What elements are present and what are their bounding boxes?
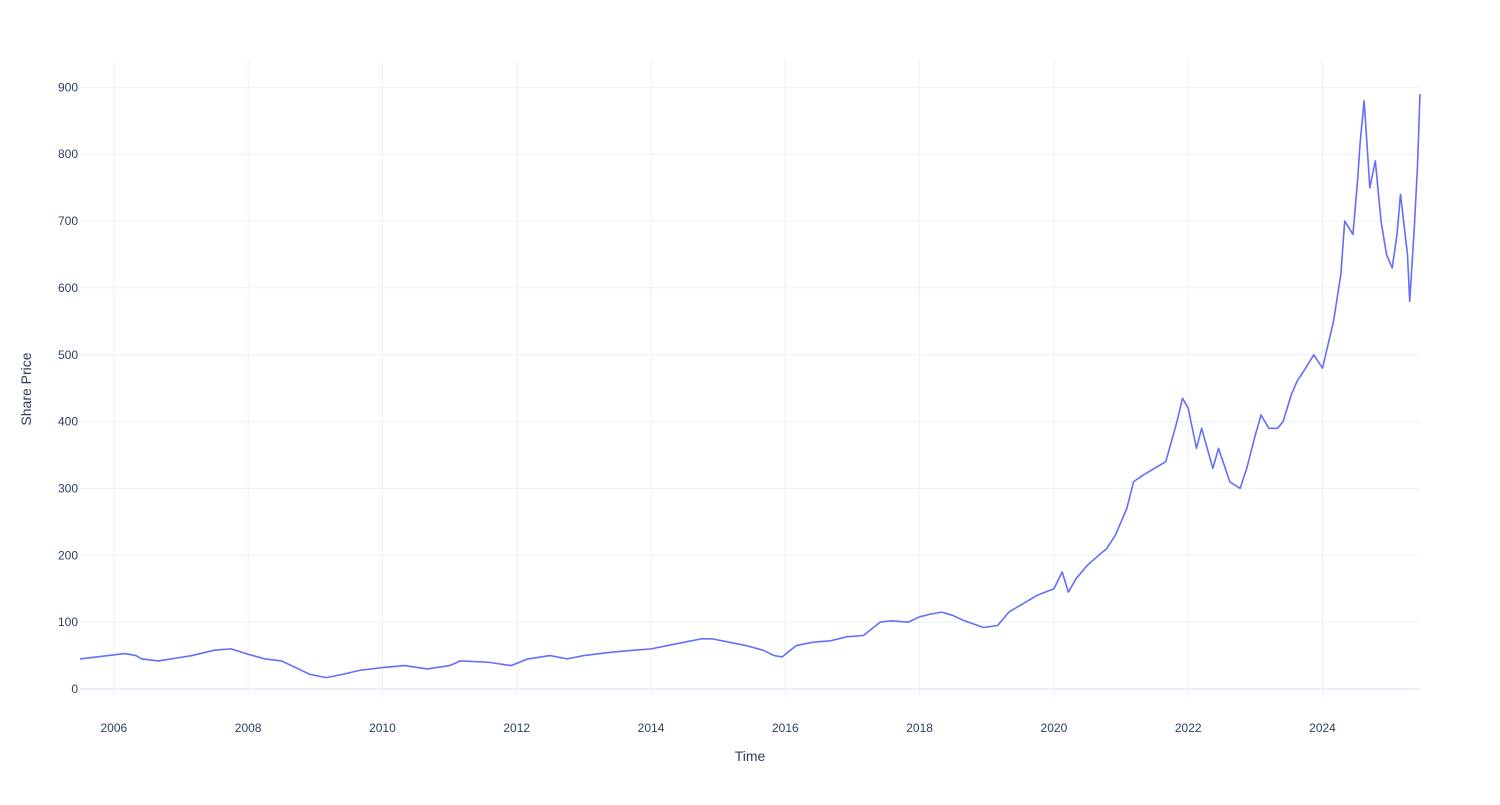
x-tick-label: 2022 (1175, 721, 1202, 735)
y-tick-label: 600 (58, 281, 78, 295)
x-axis-title: Time (735, 748, 766, 764)
y-tick-label: 500 (58, 348, 78, 362)
y-tick-label: 300 (58, 481, 78, 495)
x-tick-label: 2010 (369, 721, 396, 735)
x-tick-label: 2014 (638, 721, 665, 735)
x-tick-label: 2024 (1309, 721, 1336, 735)
y-tick-label: 900 (58, 80, 78, 94)
y-axis-title: Share Price (18, 352, 34, 425)
y-tick-label: 800 (58, 147, 78, 161)
y-tick-label: 0 (71, 682, 78, 696)
y-tick-label: 100 (58, 615, 78, 629)
x-tick-label: 2020 (1041, 721, 1068, 735)
x-tick-label: 2016 (772, 721, 799, 735)
tick-labels: 2006 2008 2010 2012 2014 2016 2018 2020 2022 2024… (58, 80, 1336, 735)
y-tick-label: 200 (58, 548, 78, 562)
y-tick-label: 400 (58, 415, 78, 429)
x-tick-label: 2008 (235, 721, 262, 735)
x-tick-label: 2018 (906, 721, 933, 735)
y-tick-label: 700 (58, 214, 78, 228)
series-line-0 (79, 94, 1421, 679)
x-tick-label: 2012 (503, 721, 530, 735)
grid-lines (80, 60, 1420, 697)
x-tick-label: 2006 (100, 721, 127, 735)
series-layer (79, 94, 1421, 679)
